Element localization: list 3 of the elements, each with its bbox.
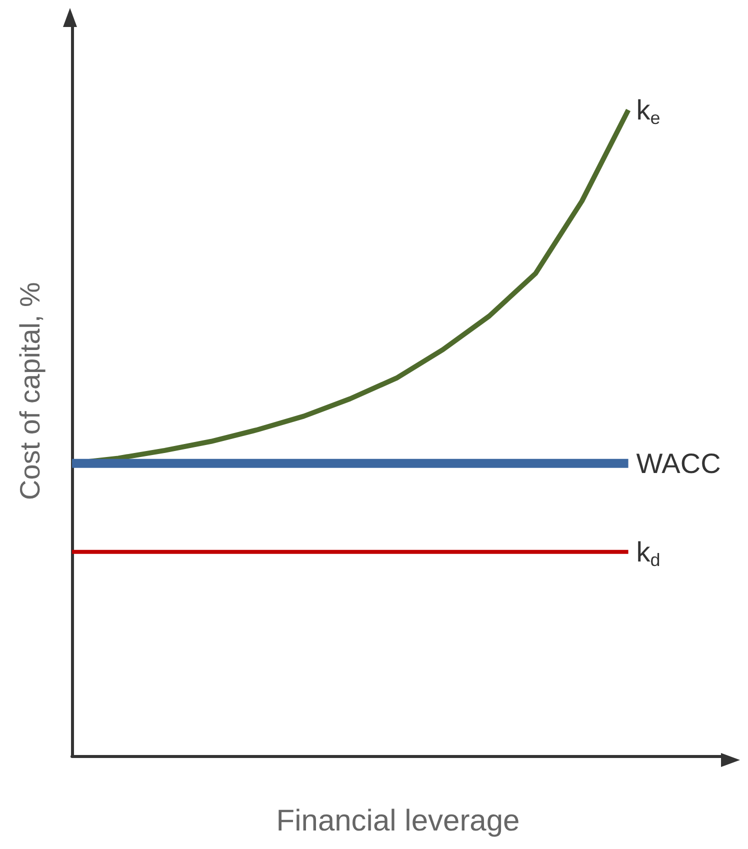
y-axis-title: Cost of capital, % [14,282,46,500]
x-axis-title: Financial leverage [276,804,520,838]
series-label: WACC [636,448,721,479]
